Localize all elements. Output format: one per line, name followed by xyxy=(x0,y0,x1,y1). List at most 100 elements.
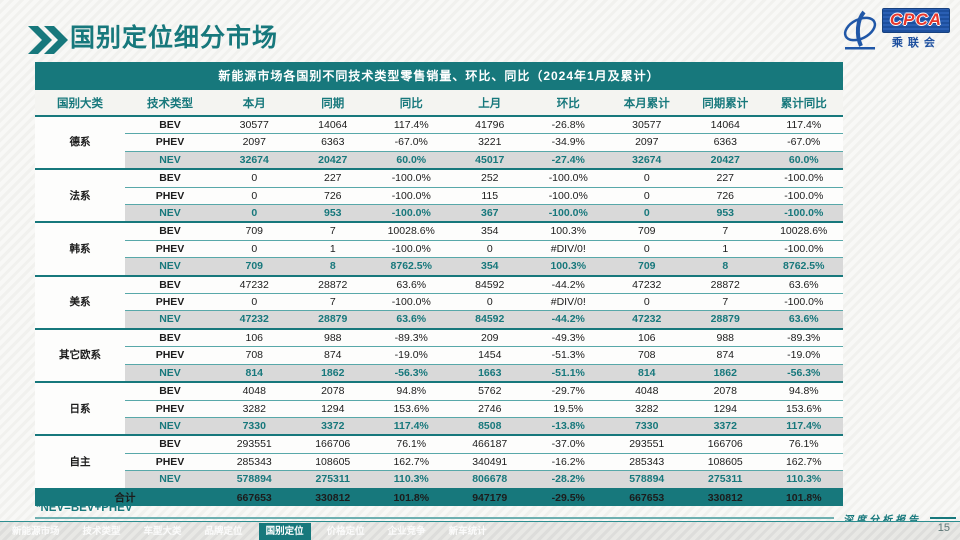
table-row: PHEV 285343 108605 162.7% 340491 -16.2% 285343… xyxy=(35,453,843,472)
value-cell: 988 xyxy=(686,328,765,348)
value-cell: -67.0% xyxy=(764,133,843,152)
value-cell: 6363 xyxy=(293,133,372,152)
total-value-cell: 667653 xyxy=(215,488,294,506)
value-cell: 3282 xyxy=(607,400,686,418)
table-row: PHEV 0 726 -100.0% 115 -100.0% 0 726 -100.0% xyxy=(35,187,843,206)
value-cell: -100.0% xyxy=(529,169,608,188)
tech-type-label: BEV xyxy=(125,222,215,241)
nav-tab-新车统计[interactable]: 新车统计 xyxy=(448,525,487,537)
value-cell: 3282 xyxy=(215,400,294,418)
value-cell: 28879 xyxy=(293,310,372,330)
value-cell: 367 xyxy=(450,204,529,224)
column-header: 环比 xyxy=(529,90,608,117)
value-cell: 115 xyxy=(450,187,529,206)
value-cell: 166706 xyxy=(686,435,765,454)
value-cell: 4048 xyxy=(607,382,686,401)
value-cell: 1 xyxy=(686,240,765,259)
value-cell: -19.0% xyxy=(372,346,451,365)
value-cell: 20427 xyxy=(293,151,372,171)
table-header-row: 国别大类 技术类型 本月 同期 同比 上月 环比 本月累计 同期累计 累计同比 xyxy=(35,90,843,117)
tech-type-label: NEV xyxy=(125,257,215,277)
table-row: PHEV 0 1 -100.0% 0 #DIV/0! 0 1 -100.0% xyxy=(35,240,843,259)
group-label: 德系 xyxy=(35,116,125,171)
value-cell: 108605 xyxy=(686,453,765,472)
nav-tab-国别定位[interactable]: 国别定位 xyxy=(258,522,311,540)
value-cell: 709 xyxy=(215,222,294,241)
value-cell: 63.6% xyxy=(764,275,843,295)
tech-type-label: PHEV xyxy=(125,133,215,152)
value-cell: -44.2% xyxy=(529,275,608,295)
value-cell: #DIV/0! xyxy=(529,240,608,259)
table-row: NEV 7330 3372 117.4% 8508 -13.8% 7330 3372 117.4… xyxy=(35,417,843,437)
group-label: 自主 xyxy=(35,435,125,490)
value-cell: 354 xyxy=(450,222,529,241)
value-cell: 47232 xyxy=(215,275,294,295)
table-row: NEV 32674 20427 60.0% 45017 -27.4% 32674 20427 6… xyxy=(35,151,843,171)
value-cell: 726 xyxy=(293,187,372,206)
column-header: 技术类型 xyxy=(125,90,215,117)
value-cell: 94.8% xyxy=(372,382,451,401)
table-row: PHEV 708 874 -19.0% 1454 -51.3% 708 874 -19.0% xyxy=(35,346,843,365)
column-header: 同期 xyxy=(293,90,372,117)
value-cell: 466187 xyxy=(450,435,529,454)
value-cell: 76.1% xyxy=(764,435,843,454)
value-cell: 285343 xyxy=(607,453,686,472)
table-row: NEV 47232 28879 63.6% 84592 -44.2% 47232 28879 6… xyxy=(35,310,843,330)
value-cell: 0 xyxy=(215,204,294,224)
total-value-cell: -29.5% xyxy=(529,488,608,506)
value-cell: 8762.5% xyxy=(372,257,451,277)
value-cell: 47232 xyxy=(215,310,294,330)
value-cell: 275311 xyxy=(686,470,765,490)
value-cell: -100.0% xyxy=(529,204,608,224)
nav-tab-技术类型[interactable]: 技术类型 xyxy=(82,525,121,537)
total-value-cell: 667653 xyxy=(607,488,686,506)
value-cell: 709 xyxy=(215,257,294,277)
value-cell: 0 xyxy=(215,169,294,188)
value-cell: 7330 xyxy=(607,417,686,437)
value-cell: -100.0% xyxy=(764,293,843,312)
tech-type-label: BEV xyxy=(125,169,215,188)
tech-type-label: PHEV xyxy=(125,293,215,312)
group-label: 日系 xyxy=(35,382,125,437)
value-cell: 275311 xyxy=(293,470,372,490)
value-cell: 5762 xyxy=(450,382,529,401)
value-cell: -67.0% xyxy=(372,133,451,152)
nav-tab-价格定位[interactable]: 价格定位 xyxy=(326,525,365,537)
nav-tab-车型大类[interactable]: 车型大类 xyxy=(143,525,182,537)
value-cell: -100.0% xyxy=(764,204,843,224)
nav-tab-企业竞争[interactable]: 企业竞争 xyxy=(387,525,426,537)
value-cell: 2078 xyxy=(686,382,765,401)
value-cell: 166706 xyxy=(293,435,372,454)
table-row: PHEV 0 7 -100.0% 0 #DIV/0! 0 7 -100.0% xyxy=(35,293,843,312)
value-cell: -100.0% xyxy=(372,204,451,224)
table-title: 新能源市场各国别不同技术类型零售销量、环比、同比（2024年1月及累计） xyxy=(35,62,843,90)
value-cell: -51.3% xyxy=(529,346,608,365)
value-cell: -37.0% xyxy=(529,435,608,454)
value-cell: 28879 xyxy=(686,310,765,330)
value-cell: 814 xyxy=(215,364,294,384)
value-cell: 2746 xyxy=(450,400,529,418)
nav-tab-新能源市场[interactable]: 新能源市场 xyxy=(12,525,60,537)
value-cell: 293551 xyxy=(215,435,294,454)
value-cell: 726 xyxy=(686,187,765,206)
value-cell: 14064 xyxy=(686,116,765,135)
nav-tab-品牌定位[interactable]: 品牌定位 xyxy=(204,525,243,537)
value-cell: -28.2% xyxy=(529,470,608,490)
tech-type-label: NEV xyxy=(125,417,215,437)
value-cell: 32674 xyxy=(215,151,294,171)
table-row: NEV 709 8 8762.5% 354 100.3% 709 8 8762.5% xyxy=(35,257,843,277)
value-cell: 162.7% xyxy=(372,453,451,472)
value-cell: -44.2% xyxy=(529,310,608,330)
value-cell: 8508 xyxy=(450,417,529,437)
value-cell: -19.0% xyxy=(764,346,843,365)
tech-type-label: NEV xyxy=(125,470,215,490)
report-label: 深度分析报告 xyxy=(843,514,921,526)
value-cell: 110.3% xyxy=(372,470,451,490)
value-cell: 0 xyxy=(607,169,686,188)
table-row: NEV 814 1862 -56.3% 1663 -51.1% 814 1862 -56.3% xyxy=(35,364,843,384)
value-cell: 953 xyxy=(293,204,372,224)
nev-footnote: *NEV=BEV+PHEV xyxy=(36,502,133,514)
value-cell: 20427 xyxy=(686,151,765,171)
value-cell: 100.3% xyxy=(529,222,608,241)
value-cell: 3372 xyxy=(293,417,372,437)
